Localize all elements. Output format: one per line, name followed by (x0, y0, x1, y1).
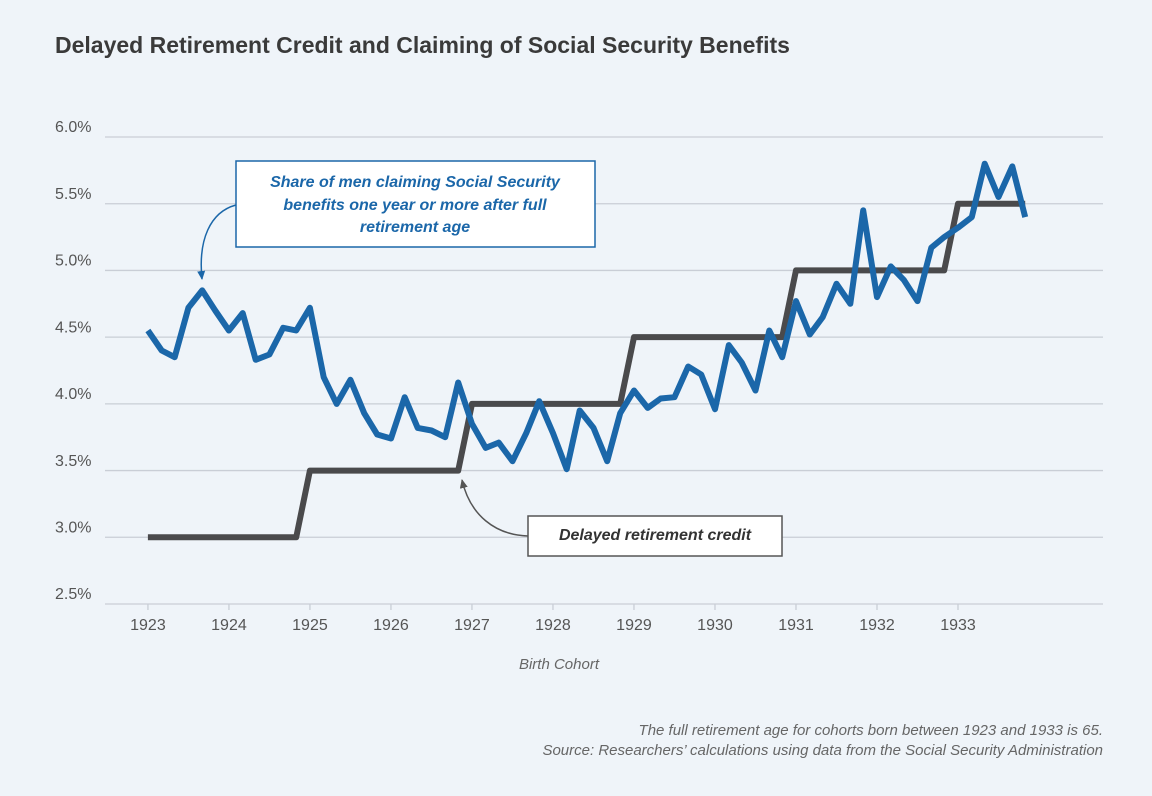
arrow (459, 479, 529, 537)
x-tick-label: 1926 (373, 617, 409, 634)
y-tick-label: 6.0% (55, 119, 91, 136)
plot (145, 160, 1029, 541)
x-tick-label: 1927 (454, 617, 490, 634)
x-tick-label: 1925 (292, 617, 328, 634)
arrow (197, 204, 237, 280)
line (145, 160, 1029, 473)
annotation: Delayed retirement credit (459, 479, 783, 557)
annotation-text: benefits one year or more after full (283, 197, 547, 214)
x-tick-label: 1931 (778, 617, 814, 634)
y-tick-label: 5.5% (55, 186, 91, 203)
y-tick-label: 3.5% (55, 453, 91, 470)
annotation-text: Delayed retirement credit (559, 527, 752, 544)
annotation-box (235, 160, 596, 248)
y-tick-label: 4.5% (55, 319, 91, 336)
x-tick-label: 1923 (130, 617, 166, 634)
x-tick-label: 1924 (211, 617, 247, 634)
annotation-text: retirement age (360, 219, 470, 236)
x-tick-label: 1933 (940, 617, 976, 634)
annotation-box (527, 515, 783, 557)
line (147, 200, 1026, 541)
y-tick-label: 5.0% (55, 253, 91, 270)
y-tick-label: 3.0% (55, 520, 91, 537)
chart-title: Delayed Retirement Credit and Claiming o… (55, 32, 790, 58)
note: Source: Researchers’ calculations using … (542, 742, 1103, 759)
x-tick-label: 1932 (859, 617, 895, 634)
x-axis-label: Birth Cohort (519, 656, 600, 673)
y-tick-label: 4.0% (55, 386, 91, 403)
annotation: Share of men claiming Social Security be… (197, 160, 596, 280)
y-tick-label: 2.5% (55, 586, 91, 603)
x-tick-label: 1928 (535, 617, 571, 634)
x-tick-label: 1930 (697, 617, 733, 634)
annotation-text: Share of men claiming Social Security (270, 174, 561, 191)
x-tick-label: 1929 (616, 617, 652, 634)
note: The full retirement age for cohorts born… (639, 722, 1103, 739)
